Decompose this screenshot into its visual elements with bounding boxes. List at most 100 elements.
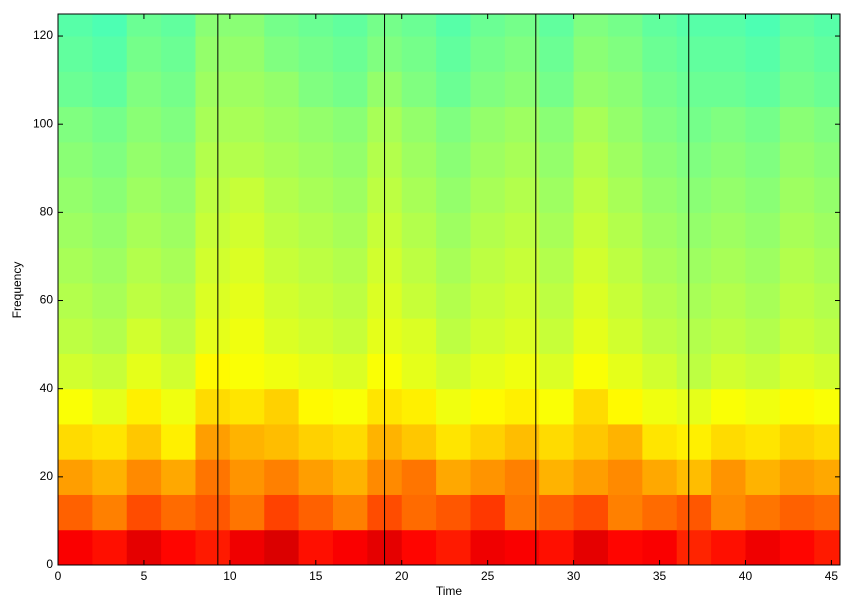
y-tick-label: 0 bbox=[46, 557, 53, 571]
heat-cell bbox=[504, 106, 540, 143]
heat-cell bbox=[195, 459, 231, 495]
heat-cell bbox=[264, 36, 300, 72]
heat-cell bbox=[332, 282, 368, 319]
heat-cell bbox=[676, 529, 712, 565]
heat-cell bbox=[401, 423, 437, 460]
heat-cell bbox=[264, 318, 300, 354]
heat-cell bbox=[711, 14, 746, 37]
heat-cell bbox=[264, 177, 300, 213]
heat-cell bbox=[58, 318, 93, 354]
heat-cell bbox=[401, 282, 437, 319]
heat-cell bbox=[779, 177, 815, 213]
x-tick-label: 25 bbox=[481, 569, 495, 583]
heat-cell bbox=[436, 177, 471, 213]
heat-cell bbox=[711, 141, 746, 178]
heat-cell bbox=[470, 388, 506, 425]
heat-cell bbox=[58, 106, 93, 143]
heat-cell bbox=[711, 353, 746, 390]
heat-cell bbox=[504, 212, 540, 249]
heat-cell bbox=[92, 14, 128, 37]
heat-cell bbox=[161, 177, 196, 213]
heat-cell bbox=[58, 388, 93, 425]
heat-cell bbox=[229, 529, 265, 565]
heat-cell bbox=[401, 14, 437, 37]
heat-cell bbox=[711, 247, 746, 284]
heat-cell bbox=[539, 494, 575, 531]
heat-cell bbox=[745, 177, 781, 213]
heat-cell bbox=[195, 212, 231, 249]
heat-cell bbox=[470, 423, 506, 460]
heat-cell bbox=[92, 282, 128, 319]
heat-cell bbox=[676, 494, 712, 531]
heat-cell bbox=[298, 388, 334, 425]
heat-cell bbox=[779, 282, 815, 319]
heat-cell bbox=[539, 529, 575, 565]
heat-cell bbox=[195, 36, 231, 72]
heat-cell bbox=[126, 388, 162, 425]
heat-cell bbox=[607, 36, 643, 72]
heat-cell bbox=[539, 247, 575, 284]
heat-cell bbox=[470, 494, 506, 531]
y-tick-label: 40 bbox=[40, 381, 54, 395]
heat-cell bbox=[642, 423, 678, 460]
heat-cell bbox=[298, 353, 334, 390]
heat-cell bbox=[504, 529, 540, 565]
heat-cell bbox=[401, 247, 437, 284]
heat-cell bbox=[745, 459, 781, 495]
heat-cell bbox=[92, 388, 128, 425]
heat-cell bbox=[332, 494, 368, 531]
heat-cell bbox=[229, 212, 265, 249]
heat-cell bbox=[745, 36, 781, 72]
heat-cell bbox=[161, 388, 196, 425]
heat-cell bbox=[195, 282, 231, 319]
heat-cell bbox=[195, 141, 231, 178]
heat-cell bbox=[126, 247, 162, 284]
heat-cell bbox=[470, 459, 506, 495]
heat-cell bbox=[642, 14, 678, 37]
heat-cell bbox=[539, 14, 575, 37]
heat-cell bbox=[126, 529, 162, 565]
heat-cell bbox=[195, 494, 231, 531]
heat-cell bbox=[470, 529, 506, 565]
heat-cell bbox=[126, 353, 162, 390]
heat-cell bbox=[504, 353, 540, 390]
heat-cell bbox=[229, 247, 265, 284]
heat-cell bbox=[92, 177, 128, 213]
heat-cell bbox=[436, 353, 471, 390]
heat-cell bbox=[745, 247, 781, 284]
heat-cell bbox=[401, 177, 437, 213]
heat-cell bbox=[126, 282, 162, 319]
heat-cell bbox=[814, 529, 840, 565]
heat-cell bbox=[470, 177, 506, 213]
heat-cell bbox=[470, 36, 506, 72]
heat-cell bbox=[539, 141, 575, 178]
heat-cell bbox=[298, 529, 334, 565]
heat-cell bbox=[573, 423, 609, 460]
heat-cell bbox=[332, 36, 368, 72]
heat-cell bbox=[676, 36, 712, 72]
heat-cell bbox=[676, 318, 712, 354]
heat-cell bbox=[711, 71, 746, 108]
heat-cell bbox=[401, 353, 437, 390]
heat-cell bbox=[58, 423, 93, 460]
heat-cell bbox=[92, 423, 128, 460]
heat-cell bbox=[229, 423, 265, 460]
heat-cell bbox=[92, 106, 128, 143]
heat-cell bbox=[161, 106, 196, 143]
heat-cell bbox=[814, 177, 840, 213]
heat-cell bbox=[195, 247, 231, 284]
heat-cell bbox=[642, 247, 678, 284]
heat-cell bbox=[298, 494, 334, 531]
heat-cell bbox=[573, 212, 609, 249]
heat-cell bbox=[779, 494, 815, 531]
heat-cell bbox=[58, 141, 93, 178]
heat-cell bbox=[779, 459, 815, 495]
heat-cell bbox=[676, 247, 712, 284]
heat-cell bbox=[779, 212, 815, 249]
heat-cell bbox=[264, 14, 300, 37]
heat-cell bbox=[745, 106, 781, 143]
heat-cell bbox=[470, 141, 506, 178]
heat-cell bbox=[539, 36, 575, 72]
heat-cell bbox=[676, 212, 712, 249]
heat-cell bbox=[573, 388, 609, 425]
